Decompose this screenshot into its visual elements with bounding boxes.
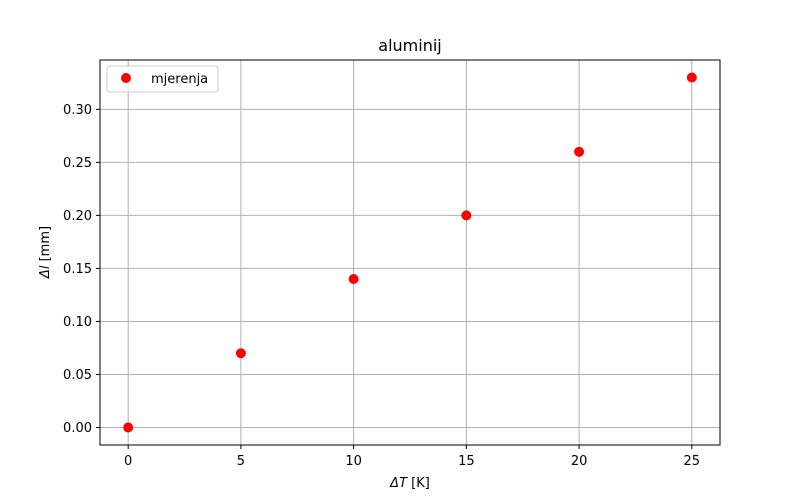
y-axis-label: Δl [mm]	[38, 226, 53, 279]
legend-label: mjerenja	[151, 72, 208, 87]
x-tick-label: 20	[571, 454, 588, 469]
data-points	[123, 72, 697, 433]
data-point	[235, 348, 246, 359]
data-point	[686, 72, 697, 83]
x-tick-label: 5	[237, 454, 245, 469]
y-tick-label: 0.30	[63, 103, 92, 118]
x-tick-label: 15	[458, 454, 475, 469]
y-tick-label: 0.20	[63, 209, 92, 224]
data-point	[123, 422, 134, 433]
x-tick-label: 25	[684, 454, 701, 469]
y-tick-label: 0.05	[63, 368, 92, 383]
grid	[100, 60, 720, 445]
plot-frame	[99, 59, 721, 446]
axis-ticks: 0 5 10 15 20 25 0.00 0.05 0.10 0.15 0.20 0.25 0.30	[63, 103, 700, 469]
x-tick-label: 0	[124, 454, 132, 469]
data-point	[461, 210, 472, 221]
y-tick-label: 0.00	[63, 421, 92, 436]
y-axis-unit: [mm]	[38, 226, 53, 261]
data-point	[574, 146, 585, 157]
legend-marker	[121, 73, 131, 83]
x-axis-symbol: ΔT	[389, 476, 408, 491]
y-tick-label: 0.15	[63, 262, 92, 277]
legend-box	[106, 65, 219, 93]
y-tick-label: 0.25	[63, 156, 92, 171]
x-axis-unit: [K]	[411, 476, 430, 491]
data-point	[348, 274, 359, 285]
legend: mjerenja	[106, 65, 219, 93]
y-tick-label: 0.10	[63, 315, 92, 330]
y-axis-symbol: Δl	[38, 265, 53, 279]
x-axis-label: ΔT [K]	[389, 476, 430, 491]
chart-title: aluminij	[378, 36, 441, 55]
x-tick-label: 10	[345, 454, 362, 469]
